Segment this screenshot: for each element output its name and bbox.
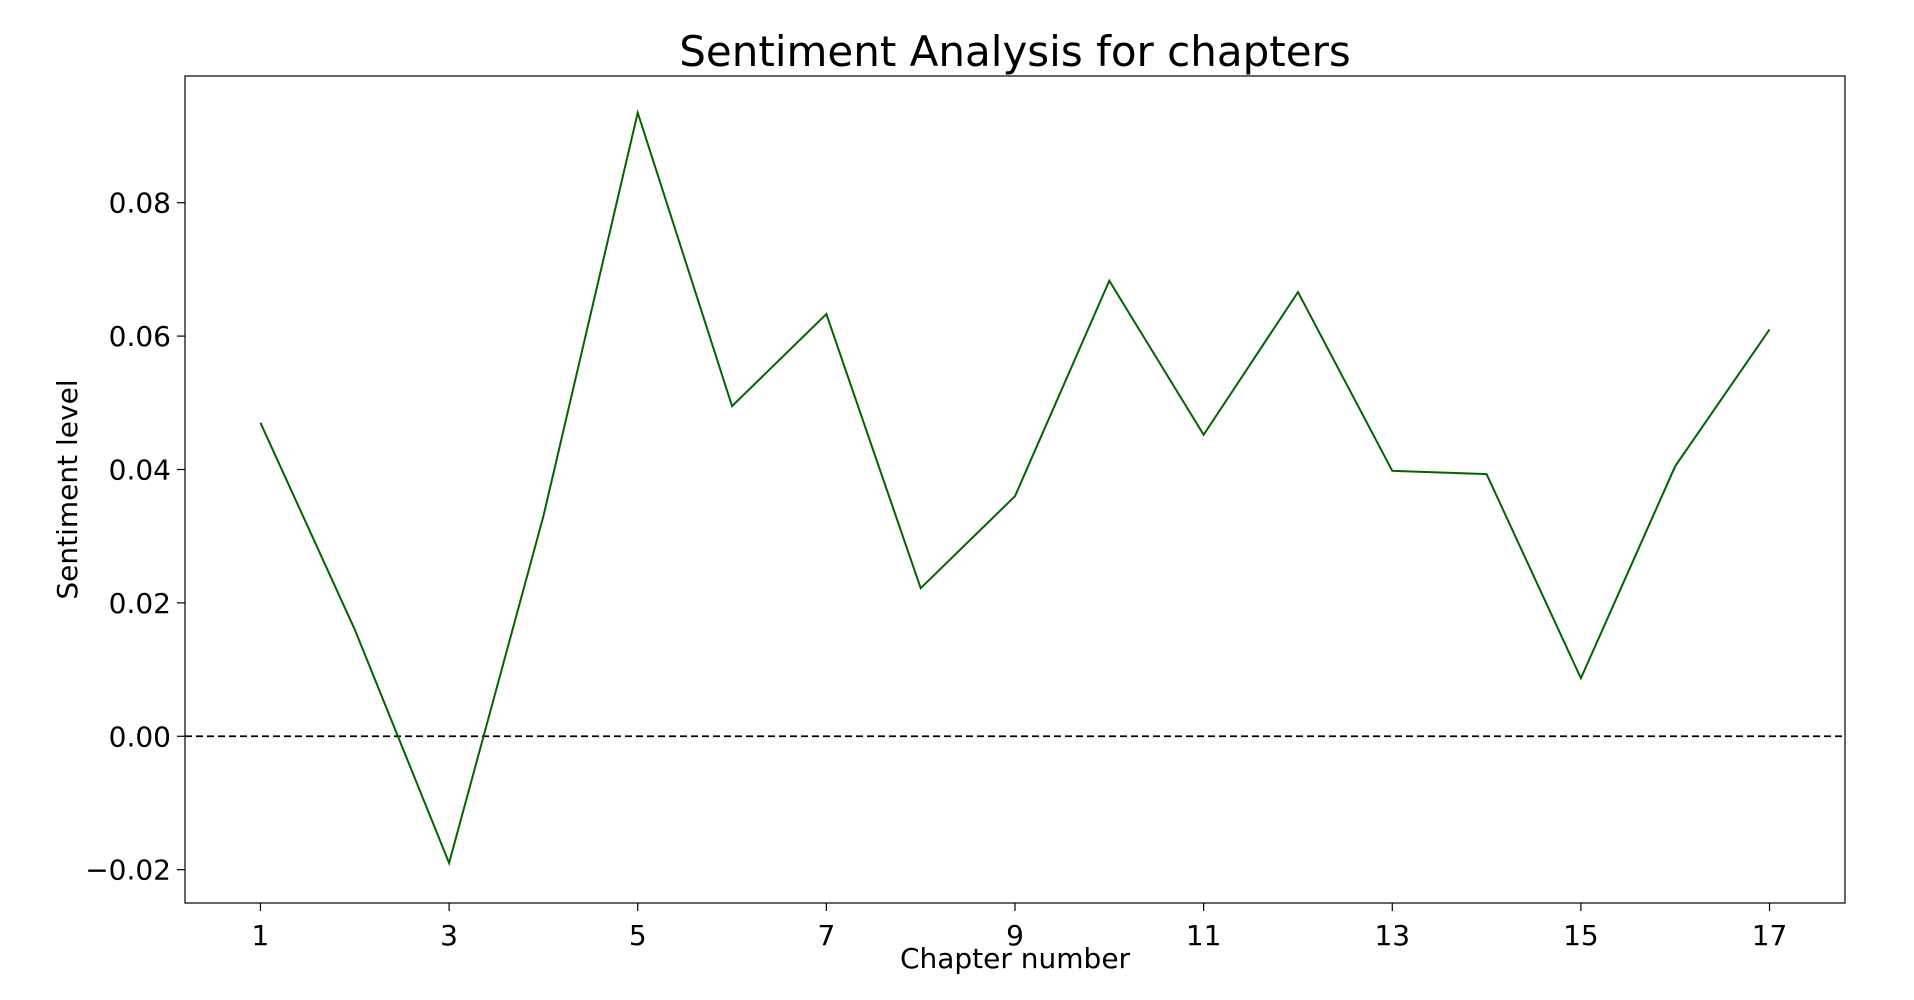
data-point: [636, 111, 640, 115]
sentiment-series-line: [259, 108, 1771, 867]
x-tick-label: 3: [440, 919, 458, 952]
y-tick-label: −0.02: [85, 854, 171, 887]
data-point: [353, 628, 357, 632]
y-tick-label: 0.06: [109, 320, 171, 353]
data-point: [1202, 433, 1206, 437]
y-tick-label: 0.04: [109, 453, 171, 486]
x-tick-label: 5: [629, 919, 647, 952]
data-point: [541, 514, 545, 518]
data-point: [730, 404, 734, 408]
plot-area: 1 3 5 7 9 11 13 15 17 −0.020.000.020.040.060.08: [85, 75, 1846, 952]
chart-title: Sentiment Analysis for chapters: [679, 27, 1351, 76]
y-tick-label: 0.02: [109, 587, 171, 620]
y-tick-label: 0.08: [109, 187, 171, 220]
x-axis-label: Chapter number: [900, 942, 1131, 975]
y-tick-label: 0.00: [109, 720, 171, 753]
data-point: [1673, 464, 1677, 468]
data-point: [919, 586, 923, 590]
x-axis: 1 3 5 7 9 11 13 15 17: [252, 903, 1788, 952]
x-tick-label: 13: [1374, 919, 1410, 952]
data-point: [1768, 327, 1772, 331]
y-axis: −0.02 0.00 0.02 0.04 0.06 0.08: [85, 187, 185, 887]
x-tick-label: 11: [1186, 919, 1222, 952]
data-point: [824, 312, 828, 316]
data-point: [447, 861, 451, 865]
x-tick-label: 15: [1563, 919, 1599, 952]
y-axis-label: Sentiment level: [51, 379, 84, 599]
x-tick-label: 17: [1752, 919, 1788, 952]
data-point: [1013, 494, 1017, 498]
data-point: [258, 421, 262, 425]
data-point: [1390, 469, 1394, 473]
data-point: [1579, 676, 1583, 680]
data-point: [1296, 290, 1300, 294]
data-point: [1107, 279, 1111, 283]
data-point: [1485, 472, 1489, 476]
x-tick-label: 9: [1006, 919, 1024, 952]
x-tick-label: 1: [252, 919, 270, 952]
x-tick-label: 7: [817, 919, 835, 952]
